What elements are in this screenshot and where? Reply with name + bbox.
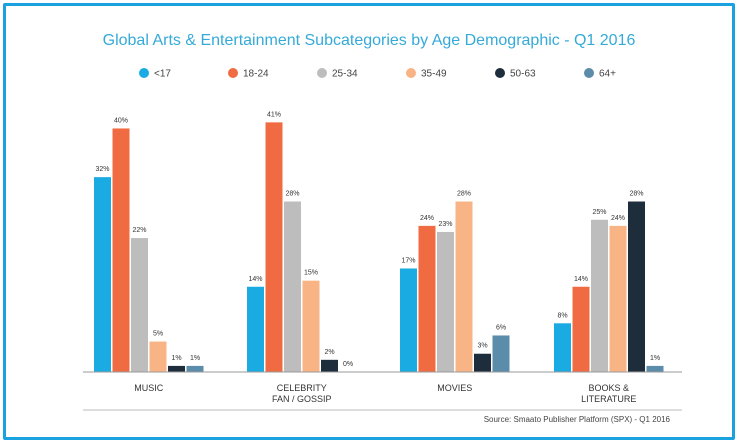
value-label-1-0: 14% [248,276,262,283]
bar-2-1 [418,225,436,372]
value-label-2-2: 23% [438,221,452,228]
bar-2-0 [400,268,417,372]
bar-2-2 [437,231,454,372]
bar-0-1 [112,128,130,372]
chart-title: Global Arts & Entertainment Subcategorie… [103,32,636,49]
value-label-1-1: 41% [267,111,281,118]
legend-label-4: 50-63 [510,69,536,80]
legend-marker-4 [495,68,505,78]
bar-2-3 [455,201,473,372]
value-label-0-4: 1% [171,355,181,362]
bar-3-0 [554,323,571,372]
value-label-2-3: 28% [457,191,471,198]
legend-marker-5 [584,68,594,78]
bar-2-5 [492,335,510,372]
category-label-0: MUSIC [134,383,164,393]
legend: <17 18-24 25-34 35-49 50-63 64+ [139,68,616,80]
bar-series [94,122,664,372]
legend-marker-0 [139,68,149,78]
bar-3-2 [591,219,608,372]
bar-0-4 [168,365,185,372]
legend-label-1: 18-24 [243,69,269,80]
bar-3-4 [628,201,645,372]
value-label-2-4: 3% [477,343,487,350]
legend-label-0: <17 [154,69,171,80]
value-label-1-5: 0% [343,361,353,368]
value-label-0-5: 1% [190,355,200,362]
bar-3-1 [572,286,590,372]
bar-0-3 [149,341,167,372]
value-label-2-0: 17% [401,257,415,264]
bar-1-0 [247,286,264,372]
source-note: Source: Smaato Publisher Platform (SPX) … [484,415,671,424]
bar-0-5 [186,365,204,372]
value-label-3-2: 25% [592,209,606,216]
legend-marker-1 [228,68,238,78]
category-label-2: MOVIES [437,383,472,393]
bar-1-2 [284,201,301,372]
bar-3-3 [609,225,627,372]
value-label-3-1: 14% [574,276,588,283]
legend-marker-2 [317,68,327,78]
bar-0-2 [131,238,148,372]
value-label-0-0: 32% [95,166,109,173]
value-label-3-4: 28% [629,191,643,198]
value-label-3-0: 8% [557,312,567,319]
value-label-0-3: 5% [153,331,163,338]
bar-3-5 [646,365,664,372]
category-label-1: CELEBRITY [277,383,327,393]
bar-1-1 [265,122,283,372]
value-label-3-3: 24% [611,215,625,222]
category-label-3-line2: LITERATURE [581,394,636,404]
value-label-2-5: 6% [496,324,506,331]
value-labels: 32% 40% 22% 5% 1% 1% 14% 41% 28% 15% 2% 0% 17% 24% 23%… [95,111,660,368]
value-label-0-1: 40% [114,117,128,124]
category-label-3: BOOKS & [588,383,629,393]
bar-0-0 [94,177,111,372]
value-label-0-2: 22% [132,227,146,234]
bar-1-3 [302,280,320,372]
legend-label-2: 25-34 [332,69,358,80]
legend-label-5: 64+ [599,69,616,80]
chart-frame: Global Arts & Entertainment Subcategorie… [3,3,735,440]
bar-2-4 [474,353,491,372]
chart-canvas: Global Arts & Entertainment Subcategorie… [83,32,682,424]
legend-label-3: 35-49 [421,69,447,80]
value-label-1-2: 28% [285,191,299,198]
value-label-1-3: 15% [304,270,318,277]
category-label-1-line2: FAN / GOSSIP [272,394,332,404]
bar-1-4 [321,359,338,372]
legend-marker-3 [406,68,416,78]
value-label-1-4: 2% [324,349,334,356]
value-label-2-1: 24% [420,215,434,222]
value-label-3-5: 1% [650,355,660,362]
